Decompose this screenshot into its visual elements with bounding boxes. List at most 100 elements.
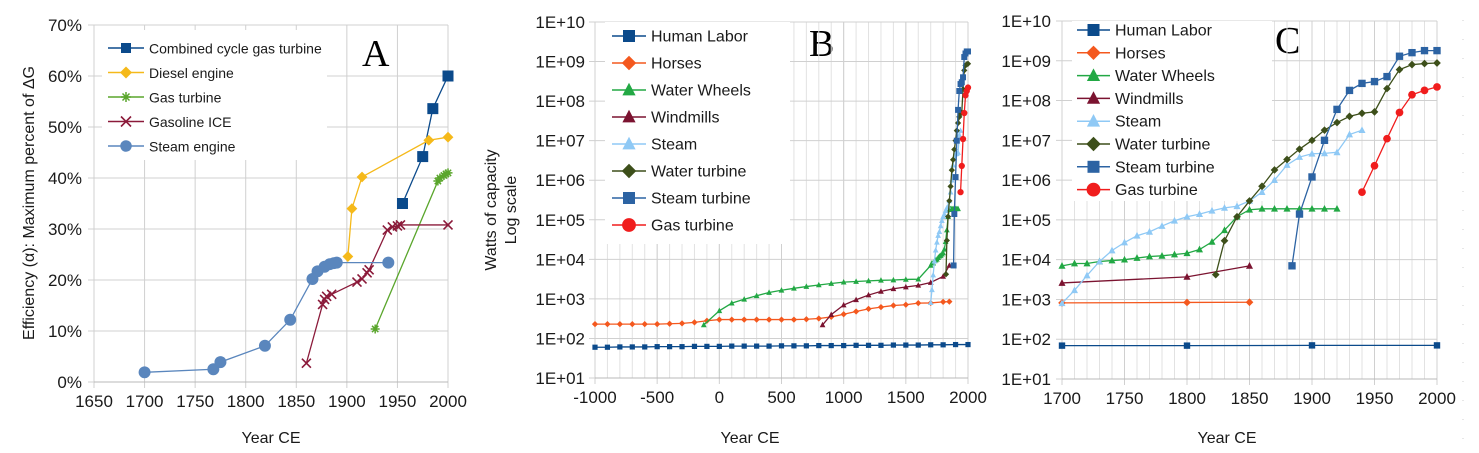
- data-point: [629, 321, 636, 328]
- data-point: [940, 298, 947, 306]
- data-point: [915, 342, 921, 348]
- data-point: [741, 316, 748, 323]
- data-point: [1258, 188, 1266, 195]
- data-point: [961, 54, 968, 61]
- series-line: [1061, 265, 1250, 284]
- series-windmills: [819, 262, 953, 328]
- data-point: [936, 228, 943, 235]
- legend-label: Horses: [651, 56, 702, 73]
- data-point: [840, 301, 847, 308]
- data-point: [427, 103, 439, 115]
- y-tick-label: 1E+04: [1001, 251, 1051, 270]
- data-point: [703, 317, 711, 324]
- legend-item: Horses: [612, 56, 702, 73]
- data-point: [950, 262, 957, 269]
- x-tick-label: 1950: [379, 392, 417, 411]
- data-point: [1183, 273, 1191, 280]
- data-point: [1120, 255, 1129, 263]
- data-point: [1420, 86, 1429, 95]
- data-point: [942, 207, 949, 214]
- panel-a-plot: 1650 1700 1750 1800 1850 1900 1950 2000 0% 10% 20%…: [48, 16, 467, 411]
- data-point: [935, 232, 942, 238]
- data-point: [1058, 279, 1066, 286]
- data-point: [1183, 212, 1191, 220]
- data-point: [1183, 298, 1191, 307]
- y-tick-label: 20%: [48, 271, 82, 290]
- data-point: [961, 67, 968, 74]
- data-point: [442, 131, 454, 143]
- data-point: [841, 342, 847, 349]
- legend-marker-icon: [622, 136, 636, 150]
- data-point: [1308, 342, 1316, 349]
- series-line: [305, 224, 448, 364]
- data-point: [791, 343, 797, 349]
- x-tick-label: 1700: [126, 392, 164, 411]
- y-tick-label: 1E+07: [535, 132, 585, 151]
- data-point: [878, 277, 884, 283]
- legend-marker-icon: [1087, 24, 1100, 36]
- data-point: [1220, 204, 1229, 211]
- data-point: [853, 296, 859, 303]
- data-point: [728, 316, 735, 323]
- data-point: [927, 299, 934, 306]
- data-point: [1258, 182, 1266, 191]
- data-point: [853, 342, 859, 348]
- data-point: [654, 321, 661, 328]
- data-point: [1058, 342, 1066, 349]
- data-point: [666, 320, 673, 327]
- legend-item: Gasoline ICE: [108, 114, 231, 130]
- data-point: [1211, 270, 1220, 279]
- data-point: [1083, 259, 1091, 267]
- x-tick-label: 0: [715, 388, 724, 407]
- data-point: [766, 289, 772, 295]
- data-point: [691, 319, 698, 326]
- legend-marker-icon: [120, 140, 132, 152]
- y-tick-label: 50%: [48, 118, 82, 137]
- legend-marker-icon: [622, 109, 636, 123]
- data-point: [1095, 257, 1104, 265]
- legend-marker-icon: [121, 43, 131, 53]
- data-point: [957, 127, 964, 133]
- x-tick-label: 1850: [1231, 389, 1269, 408]
- data-point: [1383, 134, 1391, 143]
- data-point: [928, 342, 934, 348]
- x-tick-label: 1900: [1293, 389, 1331, 408]
- data-point: [1333, 148, 1341, 156]
- data-point: [753, 292, 760, 299]
- data-point: [1433, 83, 1441, 91]
- panel-b-ylabel-line2: Log scale: [503, 176, 520, 245]
- legend-item: Water turbine: [1077, 137, 1211, 154]
- data-point: [1420, 59, 1429, 68]
- data-point: [1370, 77, 1379, 86]
- data-point: [961, 109, 968, 117]
- y-tick-label: 1E+07: [1001, 131, 1051, 150]
- legend-label: Steam turbine: [1115, 159, 1215, 176]
- data-point: [1058, 261, 1066, 269]
- data-point: [1120, 238, 1129, 246]
- y-tick-label: 1E+09: [535, 53, 585, 72]
- data-point: [1058, 299, 1066, 307]
- legend-item: Horses: [1077, 45, 1166, 62]
- data-point: [815, 315, 822, 322]
- x-tick-label: 1000: [825, 388, 863, 407]
- data-point: [629, 344, 635, 350]
- data-point: [956, 88, 963, 95]
- data-point: [940, 273, 946, 279]
- series-human-labor: [592, 341, 971, 350]
- data-point: [417, 151, 429, 163]
- series-water-turbine: [1211, 59, 1441, 279]
- data-point: [955, 205, 961, 212]
- data-point: [1220, 236, 1229, 245]
- data-point: [1345, 86, 1354, 95]
- panel-b-ylabel-line1: Watts of capacity: [483, 149, 500, 270]
- data-point: [356, 171, 368, 183]
- data-point: [1195, 210, 1204, 217]
- data-point: [865, 305, 872, 312]
- y-tick-label: 1E+08: [1001, 92, 1051, 111]
- legend-background: [605, 22, 790, 244]
- data-point: [1395, 52, 1404, 60]
- series-steam: [1058, 126, 1366, 307]
- data-point: [951, 146, 958, 153]
- data-point: [1358, 109, 1366, 118]
- data-point: [1408, 60, 1416, 69]
